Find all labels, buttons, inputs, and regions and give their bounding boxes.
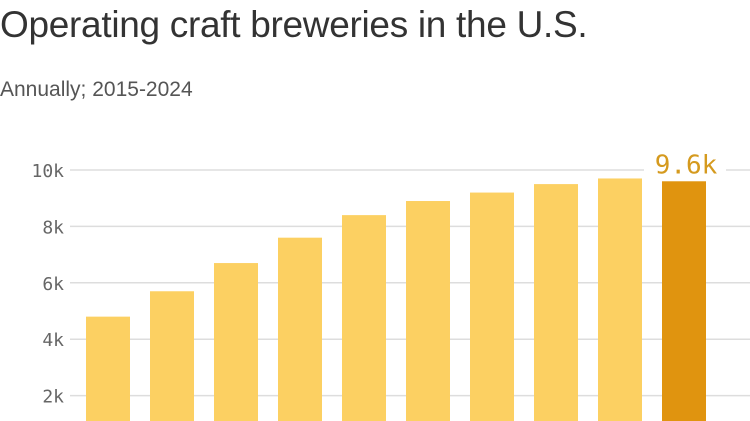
bar-2022 — [534, 184, 578, 421]
y-tick-label: 10k — [31, 161, 64, 182]
y-tick-label: 8k — [42, 217, 64, 238]
bar-2023 — [598, 178, 642, 421]
bar-2018 — [278, 237, 322, 421]
chart-title: Operating craft breweries in the U.S. — [0, 4, 588, 45]
data-label-background — [644, 149, 726, 178]
y-tick-label: 2k — [42, 387, 64, 408]
bar-2015 — [86, 316, 130, 421]
y-tick-label: 4k — [42, 330, 64, 351]
bar-2021 — [470, 192, 514, 421]
bar-2019 — [342, 215, 386, 421]
highlight-data-label: 9.6k — [655, 150, 718, 180]
chart-subtitle: Annually; 2015-2024 — [0, 78, 193, 101]
bar-2017 — [214, 263, 258, 421]
bar-2024 — [662, 181, 706, 421]
bar-2020 — [406, 201, 450, 421]
bar-2016 — [150, 291, 194, 421]
y-tick-label: 6k — [42, 274, 64, 295]
